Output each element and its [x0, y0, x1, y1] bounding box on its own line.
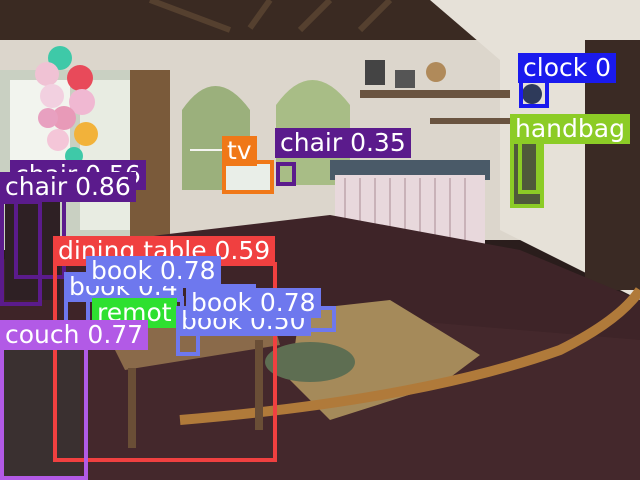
tv-label: tv	[222, 136, 257, 166]
chair-left-label: chair 0.86	[0, 172, 136, 202]
book-a-label: book 0.78	[86, 256, 221, 286]
chair-back-label: chair 0.35	[275, 128, 411, 158]
couch-label: couch 0.77	[0, 320, 149, 350]
chair-back-box	[276, 162, 296, 186]
handbag-box-inner	[518, 138, 540, 194]
handbag-label: handbag	[510, 114, 630, 144]
clock-label: clock 0	[518, 53, 617, 83]
book-c-label: book 0.78	[186, 288, 321, 318]
chair-left-box	[0, 200, 42, 306]
couch-box	[0, 345, 88, 480]
